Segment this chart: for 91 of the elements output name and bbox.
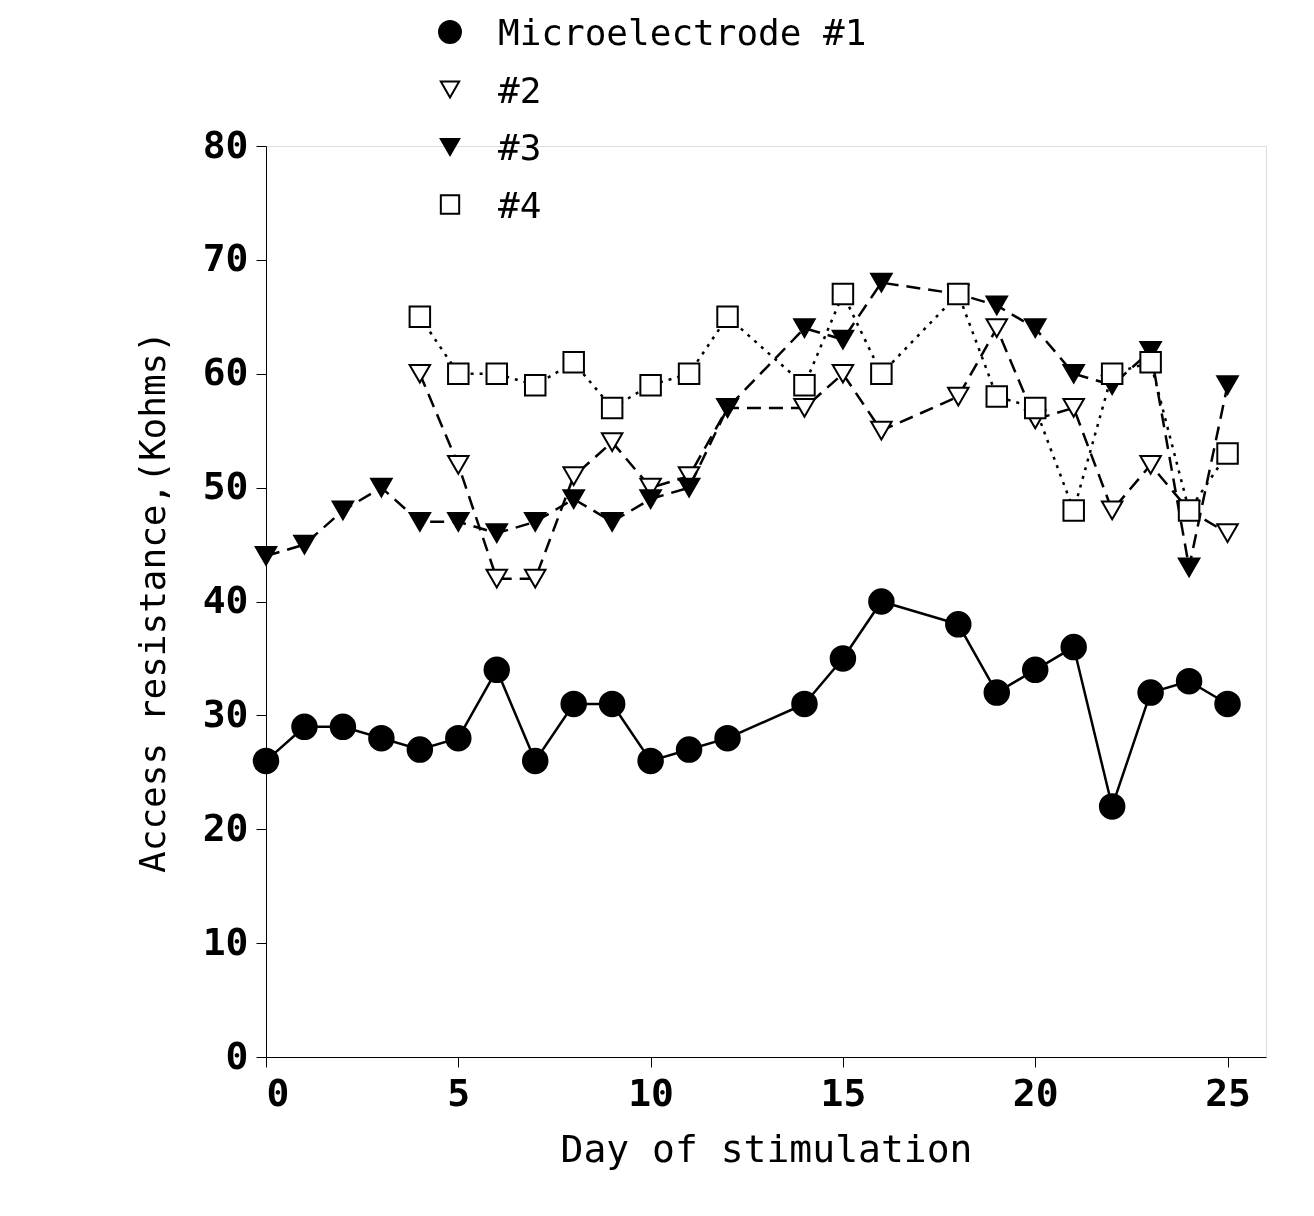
point [1216, 375, 1239, 396]
point [370, 477, 393, 498]
point [523, 511, 547, 532]
point [831, 363, 855, 384]
point [1060, 633, 1087, 661]
y-axis-title: Access resistance,(Kohms) [131, 331, 173, 873]
legend-label: Microelectrode #1 [498, 12, 867, 53]
point [1100, 500, 1124, 521]
point [1023, 318, 1047, 339]
point [1214, 690, 1241, 718]
point [408, 511, 432, 532]
point [445, 724, 472, 752]
point [562, 351, 585, 374]
point [252, 747, 280, 775]
legend-label: #3 [498, 127, 542, 168]
point [368, 724, 395, 752]
point [406, 736, 434, 763]
point [985, 295, 1009, 316]
point [831, 282, 855, 306]
point [600, 511, 624, 532]
point [1062, 499, 1085, 522]
y-tick-label: 0 [225, 1033, 249, 1078]
point [1100, 362, 1124, 385]
point [1021, 656, 1049, 684]
point [523, 568, 547, 589]
point [447, 454, 470, 475]
y-tick-label: 70 [202, 236, 249, 281]
y-tick-label: 40 [202, 578, 249, 622]
x-tick-label: 10 [628, 1070, 674, 1115]
point [716, 305, 739, 329]
x-tick-label: 0 [266, 1070, 290, 1115]
point [870, 420, 893, 441]
legend-label: #2 [498, 69, 542, 111]
point [870, 272, 893, 293]
point [793, 373, 816, 397]
point [793, 398, 816, 418]
point [985, 318, 1009, 339]
y-tick-label: 80 [202, 122, 249, 167]
point [562, 466, 585, 487]
x-tick-label: 5 [447, 1070, 471, 1115]
point [1098, 793, 1126, 820]
point [485, 568, 509, 589]
point [983, 679, 1011, 706]
point [1137, 679, 1164, 706]
point [639, 489, 662, 509]
point [945, 611, 972, 638]
point [1062, 363, 1085, 384]
point [1139, 351, 1162, 374]
point [291, 713, 318, 740]
point [637, 747, 664, 775]
point [791, 690, 818, 718]
point [1216, 523, 1239, 544]
y-tick-label: 60 [202, 350, 249, 395]
point [331, 500, 355, 521]
y-tick-label: 10 [202, 919, 249, 964]
point [447, 511, 470, 532]
point [483, 656, 511, 684]
y-tick-label: 20 [202, 805, 249, 850]
y-tick-label: 30 [202, 691, 249, 736]
point [1216, 442, 1239, 465]
x-tick-label: 20 [1012, 1070, 1059, 1115]
point [1023, 396, 1047, 420]
point [1139, 454, 1162, 475]
point [600, 432, 624, 452]
point [560, 690, 587, 718]
point [485, 523, 509, 544]
x-tick-label: 25 [1205, 1070, 1251, 1115]
point [293, 534, 316, 555]
point [829, 645, 857, 672]
x-axis-title: Day of stimulation [560, 1126, 973, 1171]
point [793, 318, 816, 339]
point [677, 477, 701, 498]
point [947, 386, 970, 407]
y-tick-label: 50 [202, 464, 249, 509]
point [1062, 398, 1085, 418]
point [408, 363, 432, 384]
point [675, 736, 703, 763]
point [1175, 667, 1203, 695]
legend-label: #4 [498, 184, 542, 226]
x-tick-label: 15 [820, 1070, 867, 1115]
point [598, 690, 626, 718]
point [329, 713, 357, 740]
point [870, 362, 893, 385]
point [868, 588, 895, 615]
point [714, 724, 741, 752]
point [831, 329, 855, 350]
point [254, 546, 278, 566]
point [521, 747, 549, 775]
point [562, 489, 585, 509]
point [1177, 557, 1201, 578]
point [600, 396, 624, 420]
